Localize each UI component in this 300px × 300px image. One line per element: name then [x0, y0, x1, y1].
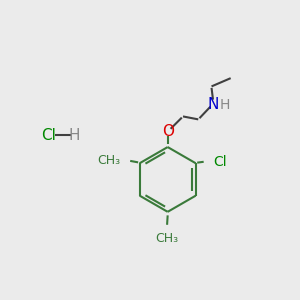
Text: CH₃: CH₃ [97, 154, 120, 167]
Text: N: N [207, 97, 219, 112]
Text: O: O [162, 124, 174, 139]
Text: H: H [68, 128, 80, 143]
Text: Cl: Cl [213, 155, 227, 169]
Text: CH₃: CH₃ [155, 232, 178, 244]
Text: H: H [220, 98, 230, 112]
Text: Cl: Cl [41, 128, 56, 143]
